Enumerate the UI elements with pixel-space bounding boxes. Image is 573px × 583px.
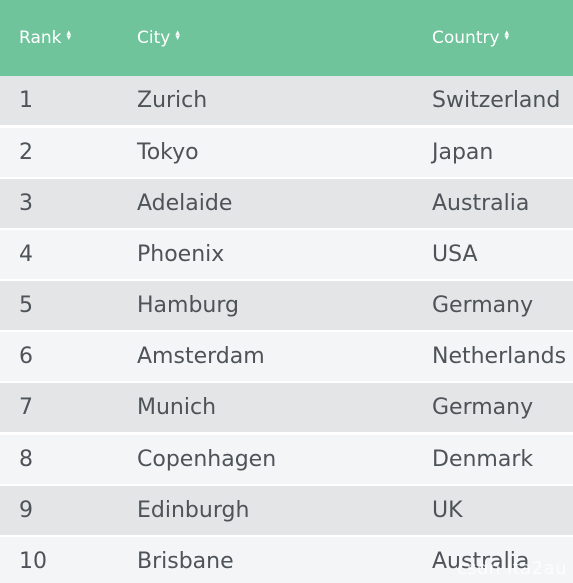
table-row: 3 Adelaide Australia	[0, 179, 573, 228]
rank-cell: 9	[19, 498, 33, 523]
column-header-label: City	[137, 28, 171, 48]
table-row: 5 Hamburg Germany	[0, 281, 573, 330]
city-cell: Adelaide	[137, 191, 233, 216]
city-cell: Brisbane	[137, 549, 234, 574]
rank-cell: 6	[19, 344, 33, 369]
column-header-label: Country	[432, 28, 500, 48]
table-row: 4 Phoenix USA	[0, 230, 573, 279]
country-cell: Germany	[432, 395, 534, 420]
rank-cell: 10	[19, 549, 47, 574]
country-cell: USA	[432, 242, 478, 267]
sort-arrows-icon[interactable]: ▴ ▾	[175, 28, 180, 43]
country-cell: Netherlands	[432, 344, 567, 369]
rank-cell: 7	[19, 395, 33, 420]
rank-cell: 5	[19, 293, 33, 318]
city-cell: Amsterdam	[137, 344, 265, 369]
table-row: 7 Munich Germany	[0, 383, 573, 432]
country-cell: Australia	[432, 191, 530, 216]
table-row: 10 Brisbane Australia	[0, 537, 573, 583]
rank-cell: 1	[19, 88, 33, 113]
country-cell: Denmark	[432, 447, 534, 472]
column-header-rank[interactable]: Rank ▴ ▾	[19, 0, 71, 76]
rank-cell: 4	[19, 242, 33, 267]
sort-arrows-icon[interactable]: ▴ ▾	[66, 28, 72, 43]
sort-arrows-icon[interactable]: ▴ ▾	[504, 28, 510, 43]
country-cell: Australia	[432, 549, 530, 574]
table-row: 1 Zurich Switzerland	[0, 76, 573, 125]
table-row: 8 Copenhagen Denmark	[0, 435, 573, 484]
table-row: 9 Edinburgh UK	[0, 486, 573, 535]
city-cell: Phoenix	[137, 242, 225, 267]
table-header: Rank ▴ ▾ City ▴ ▾ Country ▴ ▾	[0, 0, 573, 76]
country-cell: Germany	[432, 293, 534, 318]
city-cell: Copenhagen	[137, 447, 277, 472]
table-row: 6 Amsterdam Netherlands	[0, 332, 573, 381]
column-header-city[interactable]: City ▴ ▾	[137, 0, 180, 76]
country-cell: Switzerland	[432, 88, 561, 113]
rank-cell: 2	[19, 140, 33, 165]
city-cell: Hamburg	[137, 293, 239, 318]
rank-cell: 8	[19, 447, 33, 472]
country-cell: UK	[432, 498, 463, 523]
column-header-country[interactable]: Country ▴ ▾	[432, 0, 509, 76]
column-header-label: Rank	[19, 28, 62, 48]
table-row: 2 Tokyo Japan	[0, 128, 573, 177]
city-cell: Tokyo	[137, 140, 199, 165]
rank-cell: 3	[19, 191, 33, 216]
watermark: csdn ita2au	[456, 558, 567, 579]
country-cell: Japan	[432, 140, 494, 165]
city-cell: Munich	[137, 395, 217, 420]
city-cell: Edinburgh	[137, 498, 250, 523]
city-cell: Zurich	[137, 88, 208, 113]
